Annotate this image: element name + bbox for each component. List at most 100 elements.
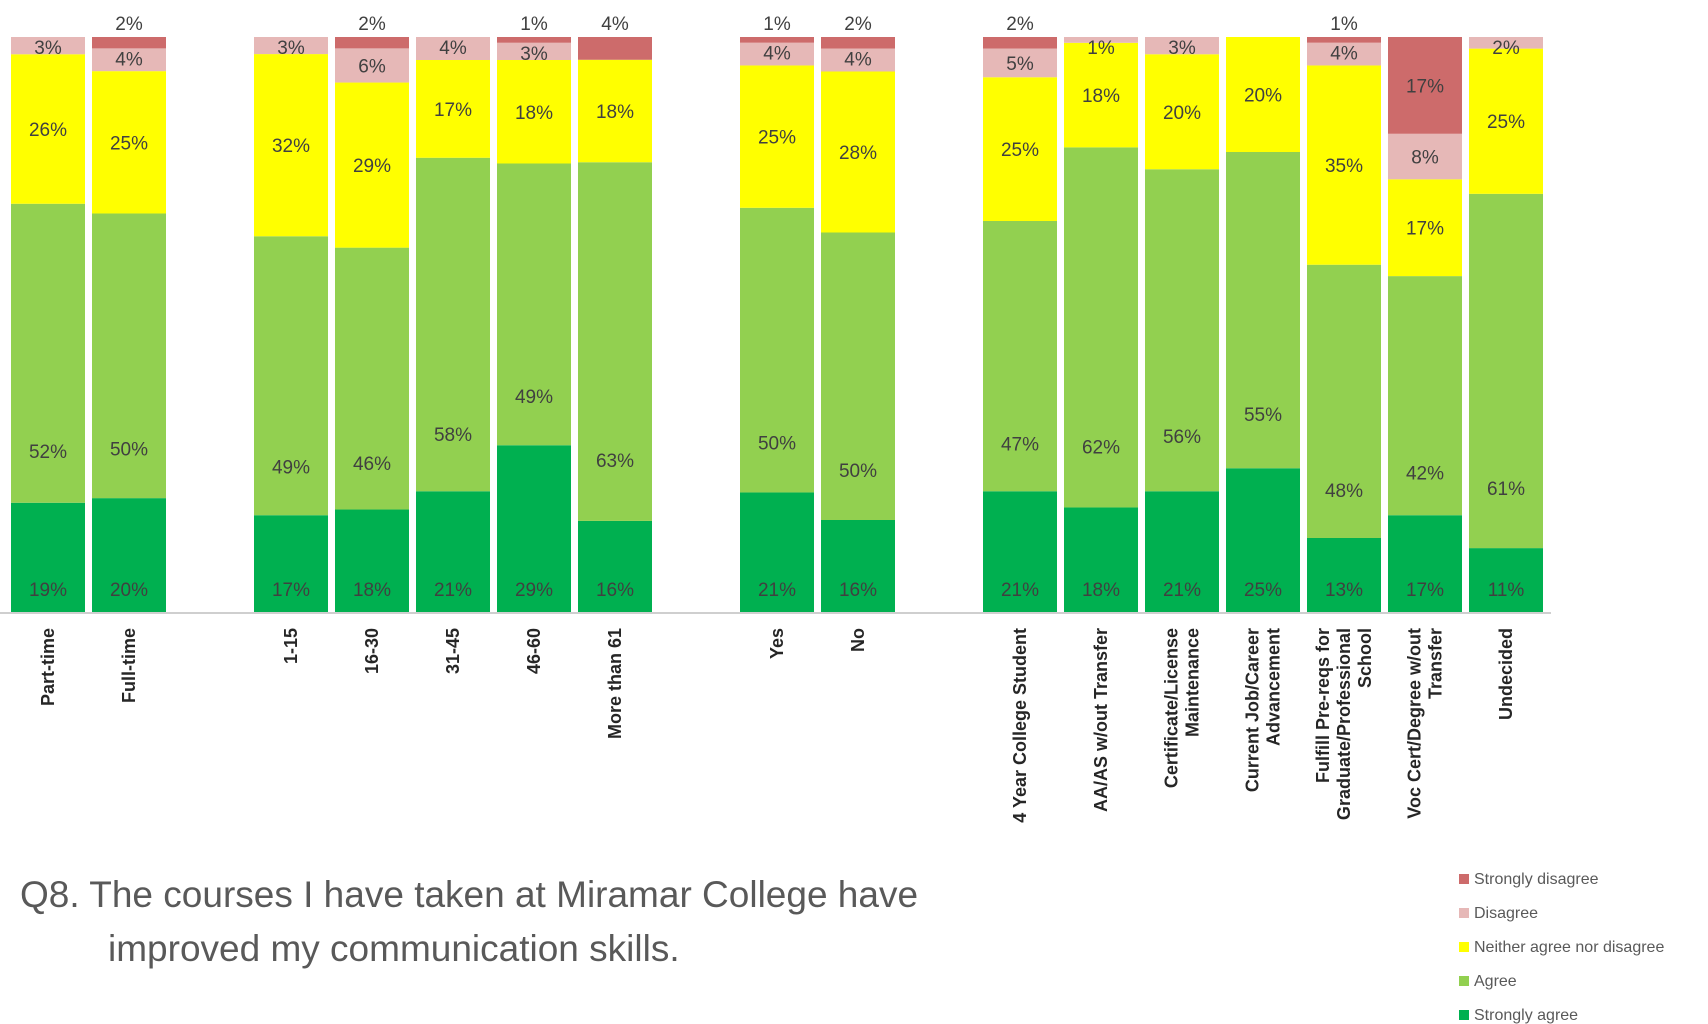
bar-46-60-agree	[497, 163, 571, 446]
data-label-16-30-strongly-agree: 18%	[353, 580, 391, 601]
legend-label-agree: Agree	[1474, 973, 1517, 990]
data-label-undecided-agree: 61%	[1487, 479, 1525, 500]
category-label-line: Graduate/Professional	[1334, 628, 1354, 820]
data-label-current-job-career-advancement-agree: 55%	[1244, 405, 1282, 426]
category-label-line: 1-15	[281, 628, 301, 664]
data-label-part-time-neither-agree-nor-disagree: 26%	[29, 120, 67, 141]
category-label-46-60: 46-60	[524, 628, 544, 674]
bar-4-year-college-student-agree	[983, 221, 1057, 492]
legend-swatch-agree	[1459, 976, 1469, 986]
bar-31-45-disagree	[416, 37, 490, 60]
category-label-fulfill-pre-reqs-for-graduate-professional-school: Fulfill Pre-reqs for Graduate/Professiona…	[1313, 628, 1375, 820]
legend-label-disagree: Disagree	[1474, 905, 1538, 922]
data-label-46-60-disagree: 3%	[520, 44, 548, 65]
data-label-fulfill-pre-reqs-for-graduate-professional-school-strongly-disagree: 1%	[1330, 14, 1358, 35]
data-label-more-than-61-neither-agree-nor-disagree: 18%	[596, 102, 634, 123]
legend-label-strongly-disagree: Strongly disagree	[1474, 871, 1599, 888]
data-label-certificate-license-maintenance-agree: 56%	[1163, 427, 1201, 448]
category-label-line: 4 Year College Student	[1010, 628, 1030, 823]
data-label-more-than-61-strongly-disagree: 4%	[601, 14, 629, 35]
data-label-current-job-career-advancement-neither-agree-nor-disagree: 20%	[1244, 86, 1282, 107]
bars-layer	[11, 37, 1543, 612]
data-label-no-disagree: 4%	[844, 50, 872, 71]
data-label-no-strongly-disagree: 2%	[844, 14, 872, 35]
chart-caption: Q8. The courses I have taken at Miramar …	[20, 868, 1080, 976]
data-label-voc-cert-degree-w-out-transfer-disagree: 8%	[1411, 148, 1439, 169]
bar-46-60-strongly-agree	[497, 445, 571, 612]
category-label-certificate-license-maintenance: Certificate/License Maintenance	[1162, 628, 1203, 788]
bar-4-year-college-student-strongly-agree	[983, 491, 1057, 612]
data-label-voc-cert-degree-w-out-transfer-strongly-disagree: 17%	[1406, 76, 1444, 97]
category-labels-layer: Part-time Full-time 1-15 16-30 31-45 46-60 Mor…	[38, 628, 1516, 823]
data-label-4-year-college-student-agree: 47%	[1001, 435, 1039, 456]
category-label-line: No	[848, 628, 868, 652]
bar-16-30-strongly-agree	[335, 509, 409, 612]
data-label-31-45-neither-agree-nor-disagree: 17%	[434, 100, 472, 121]
data-label-fulfill-pre-reqs-for-graduate-professional-school-agree: 48%	[1325, 481, 1363, 502]
bar-31-45-strongly-agree	[416, 491, 490, 612]
legend-swatch-neither-agree-nor-disagree	[1459, 942, 1469, 952]
category-label-line: Fulfill Pre-reqs for	[1313, 628, 1333, 783]
data-label-certificate-license-maintenance-strongly-agree: 21%	[1163, 580, 1201, 601]
bar-more-than-61-neither-agree-nor-disagree	[578, 59, 652, 163]
data-label-aa-as-w-out-transfer-neither-agree-nor-disagree: 18%	[1082, 86, 1120, 107]
bar-yes-strongly-disagree	[740, 37, 814, 43]
bar-no-strongly-disagree	[821, 37, 895, 49]
data-label-1-15-neither-agree-nor-disagree: 32%	[272, 136, 310, 157]
data-label-aa-as-w-out-transfer-strongly-agree: 18%	[1082, 580, 1120, 601]
bar-voc-cert-degree-w-out-transfer-strongly-agree	[1388, 515, 1462, 612]
category-label-line: School	[1355, 628, 1375, 688]
category-label-1-15: 1-15	[281, 628, 301, 664]
data-label-full-time-disagree: 4%	[115, 49, 143, 70]
bar-part-time-neither-agree-nor-disagree	[11, 54, 85, 204]
bar-fulfill-pre-reqs-for-graduate-professional-school-strongly-agree	[1307, 537, 1381, 612]
data-label-no-neither-agree-nor-disagree: 28%	[839, 143, 877, 164]
bar-full-time-neither-agree-nor-disagree	[92, 71, 166, 214]
bar-undecided-strongly-agree	[1469, 548, 1543, 612]
bar-yes-neither-agree-nor-disagree	[740, 65, 814, 208]
bar-fulfill-pre-reqs-for-graduate-professional-school-neither-agree-nor-disagree	[1307, 65, 1381, 265]
bar-1-15-agree	[254, 236, 328, 516]
category-label-yes: Yes	[767, 628, 787, 659]
bar-certificate-license-maintenance-neither-agree-nor-disagree	[1145, 54, 1219, 170]
bar-no-neither-agree-nor-disagree	[821, 71, 895, 233]
data-label-1-15-strongly-agree: 17%	[272, 580, 310, 601]
legend-swatch-strongly-disagree	[1459, 874, 1469, 884]
data-label-full-time-strongly-disagree: 2%	[115, 14, 143, 35]
bar-aa-as-w-out-transfer-strongly-agree	[1064, 507, 1138, 612]
category-label-line: Part-time	[38, 628, 58, 706]
data-label-46-60-strongly-disagree: 1%	[520, 14, 548, 35]
bar-current-job-career-advancement-neither-agree-nor-disagree	[1226, 37, 1300, 152]
bar-4-year-college-student-disagree	[983, 48, 1057, 78]
bar-certificate-license-maintenance-agree	[1145, 169, 1219, 492]
category-label-4-year-college-student: 4 Year College Student	[1010, 628, 1030, 823]
category-label-more-than-61: More than 61	[605, 628, 625, 739]
bar-yes-agree	[740, 207, 814, 493]
legend-label-neither-agree-nor-disagree: Neither agree nor disagree	[1474, 939, 1664, 956]
category-label-line: Current Job/Career	[1243, 628, 1263, 792]
data-label-part-time-strongly-agree: 19%	[29, 580, 67, 601]
bar-fulfill-pre-reqs-for-graduate-professional-school-strongly-disagree	[1307, 37, 1381, 43]
bar-part-time-disagree	[11, 37, 85, 55]
data-label-voc-cert-degree-w-out-transfer-agree: 42%	[1406, 463, 1444, 484]
bar-no-strongly-agree	[821, 520, 895, 612]
data-label-no-agree: 50%	[839, 461, 877, 482]
bar-voc-cert-degree-w-out-transfer-strongly-disagree	[1388, 37, 1462, 134]
category-label-line: 16-30	[362, 628, 382, 674]
data-label-16-30-agree: 46%	[353, 454, 391, 475]
bar-46-60-neither-agree-nor-disagree	[497, 60, 571, 164]
data-label-46-60-agree: 49%	[515, 387, 553, 408]
data-label-yes-disagree: 4%	[763, 44, 791, 65]
bar-more-than-61-strongly-disagree	[578, 37, 652, 60]
bar-aa-as-w-out-transfer-disagree	[1064, 37, 1138, 43]
bar-voc-cert-degree-w-out-transfer-disagree	[1388, 133, 1462, 180]
category-label-line: 31-45	[443, 628, 463, 674]
bar-31-45-agree	[416, 157, 490, 492]
data-label-1-15-agree: 49%	[272, 457, 310, 478]
bar-voc-cert-degree-w-out-transfer-agree	[1388, 276, 1462, 516]
bar-16-30-strongly-disagree	[335, 37, 409, 49]
bar-certificate-license-maintenance-disagree	[1145, 37, 1219, 55]
category-label-voc-cert-degree-w-out-transfer: Voc Cert/Degree w/out Transfer	[1405, 628, 1446, 819]
caption-line-2: improved my communication skills.	[108, 928, 680, 969]
bar-undecided-disagree	[1469, 37, 1543, 49]
